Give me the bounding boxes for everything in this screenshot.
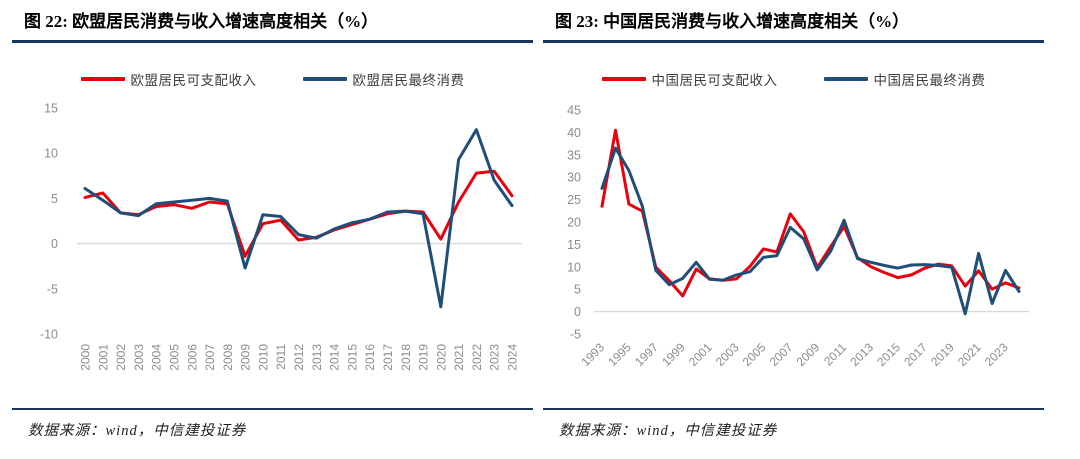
svg-text:2015: 2015 xyxy=(345,344,359,371)
svg-text:1993: 1993 xyxy=(578,340,607,369)
svg-text:2014: 2014 xyxy=(328,344,342,371)
svg-text:2007: 2007 xyxy=(767,340,796,369)
legend-label-eu-income: 欧盟居民可支配收入 xyxy=(130,73,257,88)
svg-text:-5: -5 xyxy=(570,328,581,342)
svg-text:40: 40 xyxy=(567,126,581,140)
svg-text:45: 45 xyxy=(567,104,581,118)
svg-text:2023: 2023 xyxy=(982,340,1011,369)
svg-text:2009: 2009 xyxy=(239,344,253,371)
svg-text:1997: 1997 xyxy=(632,340,661,369)
figure-china-title-rule xyxy=(543,40,1044,43)
svg-text:15: 15 xyxy=(44,102,58,116)
svg-text:2011: 2011 xyxy=(821,340,849,368)
svg-text:2012: 2012 xyxy=(292,344,306,371)
figure-eu-source-rule xyxy=(12,408,533,410)
svg-text:2008: 2008 xyxy=(221,344,235,371)
svg-text:2013: 2013 xyxy=(847,340,876,369)
legend-label-china-income: 中国居民可支配收入 xyxy=(651,73,778,88)
svg-text:2022: 2022 xyxy=(470,344,484,371)
svg-text:35: 35 xyxy=(567,148,581,162)
svg-text:10: 10 xyxy=(567,260,581,274)
svg-text:30: 30 xyxy=(567,171,581,185)
svg-text:1995: 1995 xyxy=(605,340,634,369)
figure-china-source-rule xyxy=(543,408,1044,410)
svg-text:2016: 2016 xyxy=(363,344,377,371)
svg-text:2019: 2019 xyxy=(928,340,957,369)
svg-text:-10: -10 xyxy=(40,328,58,342)
figure-china: 图 23: 中国居民消费与收入增速高度相关（%） 中国居民可支配收入 中国居民最… xyxy=(543,8,1044,440)
figure-eu: 图 22: 欧盟居民消费与收入增速高度相关（%） 欧盟居民可支配收入 欧盟居民最… xyxy=(12,8,533,440)
svg-text:2005: 2005 xyxy=(167,344,181,371)
svg-text:1999: 1999 xyxy=(659,340,688,369)
figure-eu-source: 数据来源：wind，中信建投证券 xyxy=(28,423,247,439)
figure-china-source: 数据来源：wind，中信建投证券 xyxy=(559,423,778,439)
svg-text:2024: 2024 xyxy=(506,344,520,371)
svg-text:0: 0 xyxy=(51,237,58,251)
legend-item-china-consumption: 中国居民最终消费 xyxy=(823,69,986,89)
consumption-line-swatch xyxy=(823,77,868,81)
legend-item-china-income: 中国居民可支配收入 xyxy=(601,69,778,89)
svg-text:5: 5 xyxy=(574,283,581,297)
svg-text:2023: 2023 xyxy=(488,344,502,371)
legend-item-eu-income: 欧盟居民可支配收入 xyxy=(80,69,257,89)
svg-text:2021: 2021 xyxy=(452,344,466,371)
svg-text:2017: 2017 xyxy=(901,340,930,369)
figure-china-title: 图 23: 中国居民消费与收入增速高度相关（%） xyxy=(555,12,910,31)
figure-eu-title: 图 22: 欧盟居民消费与收入增速高度相关（%） xyxy=(24,12,379,31)
svg-text:2011: 2011 xyxy=(274,344,288,370)
svg-text:2001: 2001 xyxy=(686,340,715,369)
figure-eu-title-rule xyxy=(12,40,533,43)
svg-text:2021: 2021 xyxy=(955,340,984,369)
legend-label-china-consumption: 中国居民最终消费 xyxy=(873,73,986,88)
svg-text:2018: 2018 xyxy=(399,344,413,371)
svg-text:15: 15 xyxy=(567,238,581,252)
svg-text:5: 5 xyxy=(51,192,58,206)
svg-text:10: 10 xyxy=(44,147,58,161)
china-income-consumption-line-chart: 454035302520151050-519931995199719992001… xyxy=(567,104,1029,369)
consumption-line-swatch xyxy=(302,77,347,81)
svg-text:2000: 2000 xyxy=(79,344,93,371)
svg-text:2020: 2020 xyxy=(434,344,448,371)
figure-eu-legend: 欧盟居民可支配收入 欧盟居民最终消费 xyxy=(12,69,533,89)
legend-label-eu-consumption: 欧盟居民最终消费 xyxy=(352,73,465,88)
svg-text:2007: 2007 xyxy=(203,344,217,371)
income-line-swatch xyxy=(601,77,646,81)
svg-text:2017: 2017 xyxy=(381,344,395,371)
svg-text:2001: 2001 xyxy=(96,344,110,371)
svg-text:2013: 2013 xyxy=(310,344,324,371)
svg-text:2009: 2009 xyxy=(794,340,823,369)
svg-text:2019: 2019 xyxy=(417,344,431,371)
svg-text:2005: 2005 xyxy=(740,340,769,369)
svg-text:0: 0 xyxy=(574,305,581,319)
svg-text:2003: 2003 xyxy=(713,340,742,369)
svg-text:2015: 2015 xyxy=(874,340,903,369)
svg-text:2006: 2006 xyxy=(185,344,199,371)
svg-text:2003: 2003 xyxy=(132,344,146,371)
svg-text:2004: 2004 xyxy=(150,344,164,371)
income-line-swatch xyxy=(80,77,125,81)
svg-text:20: 20 xyxy=(567,216,581,230)
svg-text:25: 25 xyxy=(567,193,581,207)
legend-item-eu-consumption: 欧盟居民最终消费 xyxy=(302,69,465,89)
svg-text:-5: -5 xyxy=(47,282,58,296)
report-figures-row: 图 22: 欧盟居民消费与收入增速高度相关（%） 欧盟居民可支配收入 欧盟居民最… xyxy=(12,8,1044,440)
svg-text:2010: 2010 xyxy=(256,344,270,371)
svg-text:2002: 2002 xyxy=(114,344,128,371)
figure-china-legend: 中国居民可支配收入 中国居民最终消费 xyxy=(543,69,1044,89)
